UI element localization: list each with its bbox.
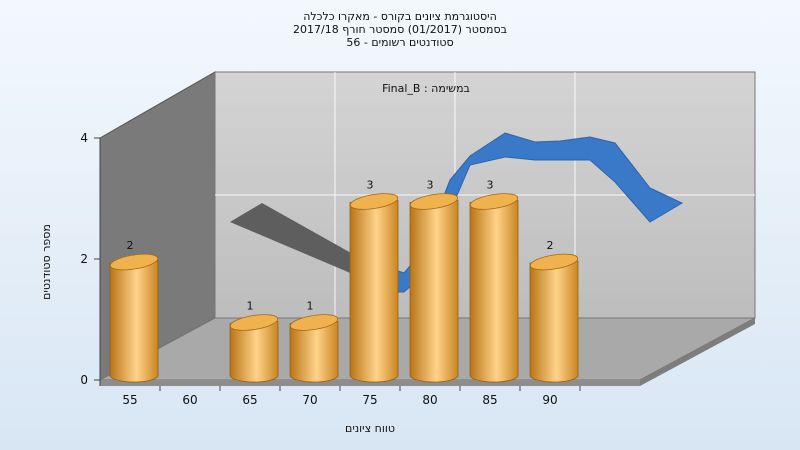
bar-body	[469, 200, 519, 383]
bar-70	[289, 314, 339, 383]
chart-title: היסטוגרמת ציונים בקורס - מאקרו כלכלה בסמ…	[0, 10, 800, 49]
x-tick-label: 80	[422, 393, 437, 407]
bar-body	[349, 200, 399, 383]
bar-body	[229, 321, 279, 383]
bar-cap	[289, 314, 339, 331]
floor-side-edge	[640, 318, 755, 386]
bar-cap	[109, 253, 159, 271]
bar-80	[409, 193, 459, 383]
bar-65	[229, 314, 279, 383]
bar-cap	[529, 253, 579, 271]
x-tick-label: 75	[362, 393, 377, 407]
x-tick-label: 70	[302, 393, 317, 407]
data-label: 3	[427, 179, 434, 192]
y-tick-label: 4	[80, 131, 88, 145]
bar-cap	[229, 314, 279, 331]
data-label: 3	[487, 179, 494, 192]
bar-cap	[469, 193, 519, 210]
x-axis-title: טווח ציונים	[345, 422, 395, 435]
chart-title-line-1: היסטוגרמת ציונים בקורס - מאקרו כלכלה	[303, 10, 497, 23]
data-label: 1	[247, 300, 254, 313]
x-tick-label: 90	[542, 393, 557, 407]
bar-90	[529, 253, 579, 383]
x-tick-label: 65	[242, 393, 257, 407]
y-tick-label: 2	[80, 252, 88, 266]
bar-75	[349, 193, 399, 383]
chart-title-line-2: בסמסטר (01/2017) סמסטר חורף 2017/18	[293, 23, 507, 36]
bar-body	[109, 260, 159, 383]
bar-cap	[409, 193, 459, 210]
bar-55	[109, 253, 159, 383]
chart-title-line-3: סטודנטים רשומים - 56	[346, 36, 454, 49]
y-tick-label: 0	[80, 373, 88, 387]
data-label: 3	[367, 179, 374, 192]
data-label: 2	[547, 239, 554, 252]
x-tick-label: 55	[122, 393, 137, 407]
data-label: 2	[127, 239, 134, 252]
data-label: 1	[307, 300, 314, 313]
x-tick-label: 85	[482, 393, 497, 407]
chart-annotation: Final_B : במשימה	[382, 82, 470, 95]
bar-85	[469, 193, 519, 383]
bar-body	[289, 321, 339, 383]
x-tick-label: 60	[182, 393, 197, 407]
bar-body	[409, 200, 459, 383]
bar-cap	[349, 193, 399, 210]
y-axis-title: מספר סטודנטים	[40, 224, 53, 300]
bar-body	[529, 260, 579, 383]
